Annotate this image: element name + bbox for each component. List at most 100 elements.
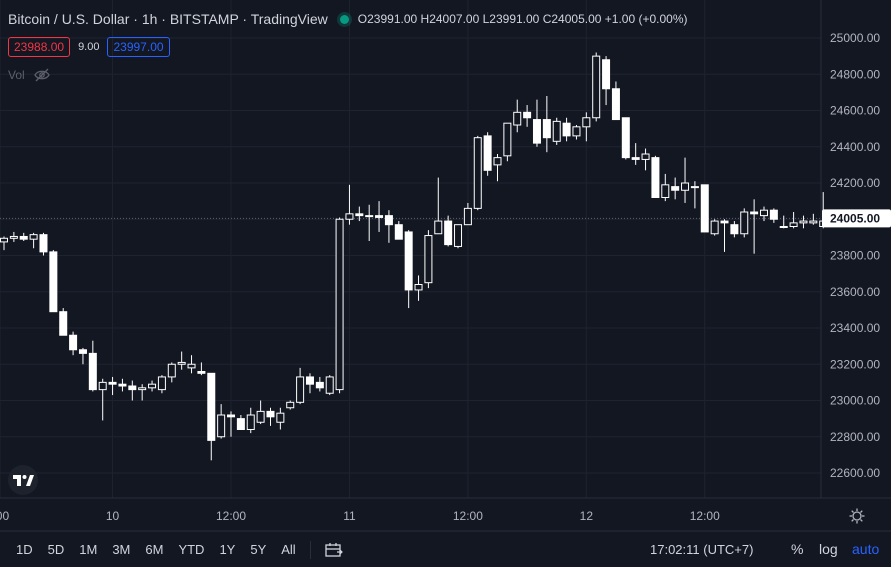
log-scale-toggle[interactable]: log: [819, 541, 838, 557]
price-axis-label: 24200.00: [830, 176, 880, 190]
time-axis-label: 12:00: [690, 509, 720, 523]
range-6m-button[interactable]: 6M: [145, 542, 164, 557]
candle-body: [710, 220, 719, 235]
candle-body: [246, 414, 255, 430]
low-label: L: [482, 12, 490, 26]
market-status-icon: [339, 14, 349, 24]
candle-body: [483, 135, 492, 171]
price-axis-label: 23200.00: [830, 357, 880, 371]
candle-body: [641, 153, 650, 160]
candle-body: [138, 387, 147, 391]
candle-body: [750, 211, 759, 215]
candle-body: [266, 410, 275, 418]
candle-body: [276, 412, 285, 423]
candle-body: [532, 119, 541, 144]
candle-body: [582, 117, 591, 128]
candle-body: [730, 224, 739, 235]
candle-body: [256, 410, 265, 423]
candle-body: [631, 157, 640, 160]
candle-body: [19, 235, 28, 240]
candle-body: [49, 251, 58, 313]
candle-body: [779, 226, 788, 228]
candle-body: [661, 184, 670, 198]
candle-body: [690, 186, 699, 189]
last-price-label: 24005.00: [830, 211, 880, 225]
candle-body: [720, 220, 729, 224]
settings-gear-icon[interactable]: [849, 508, 865, 524]
price-axis-label: 24600.00: [830, 104, 880, 118]
buy-button[interactable]: 23997.00: [107, 37, 170, 57]
close-value: 24005.00: [551, 12, 602, 26]
ohlc-values: O23991.00 H24007.00 L23991.00 C24005.00 …: [358, 12, 688, 26]
date-range-calendar-icon[interactable]: [325, 542, 343, 558]
volume-label: Vol: [8, 68, 25, 82]
candle-body: [98, 381, 107, 391]
candle-body: [493, 157, 502, 166]
candle-body: [286, 401, 295, 409]
time-axis-label: 11: [343, 509, 356, 523]
candle-body: [128, 385, 137, 391]
range-1d-button[interactable]: 1D: [16, 542, 33, 557]
candle-body: [700, 184, 709, 233]
candle-body: [572, 126, 581, 137]
candle-body: [651, 157, 660, 198]
candle-body: [444, 220, 453, 246]
candle-body: [325, 376, 334, 394]
range-ytd-button[interactable]: YTD: [178, 542, 205, 557]
candle-body: [394, 224, 403, 240]
candle-body: [592, 55, 601, 119]
volume-legend: Vol: [8, 68, 51, 82]
price-axis-label: 24400.00: [830, 140, 880, 154]
candle-body: [681, 182, 690, 191]
price-axis-label: 23400.00: [830, 321, 880, 335]
candle-body: [789, 222, 798, 227]
candle-body: [0, 237, 8, 243]
eye-off-icon[interactable]: [33, 68, 51, 82]
price-axis-label: 23600.00: [830, 285, 880, 299]
price-axis-label: 22800.00: [830, 430, 880, 444]
candle-body: [217, 414, 226, 438]
candle-body: [809, 220, 818, 224]
candle-body: [148, 383, 157, 389]
symbol-title[interactable]: Bitcoin / U.S. Dollar · 1h · BITSTAMP · …: [8, 11, 328, 27]
spread-value: 9.00: [78, 41, 100, 53]
candle-body: [434, 220, 443, 235]
candle-body: [236, 418, 245, 430]
candle-body: [414, 284, 423, 291]
candle-body: [769, 209, 778, 220]
candle-body: [88, 352, 97, 391]
candle-body: [503, 122, 512, 157]
auto-scale-toggle[interactable]: auto: [852, 541, 880, 557]
time-axis-label: 10: [106, 509, 120, 523]
candle-body: [335, 218, 344, 391]
candle-body: [365, 215, 374, 218]
candle-body: [227, 414, 236, 418]
candle-body: [621, 117, 630, 159]
open-label: O: [357, 12, 368, 26]
candle-body: [157, 376, 166, 391]
candle-body: [799, 220, 808, 224]
time-axis-label: 12:00: [453, 509, 483, 523]
high-value: 24007.00: [429, 12, 480, 26]
range-3m-button[interactable]: 3M: [112, 542, 131, 557]
price-axis-label: 24800.00: [830, 67, 880, 81]
range-5d-button[interactable]: 5D: [47, 542, 65, 557]
price-axis-label: 23800.00: [830, 249, 880, 263]
candle-body: [384, 215, 393, 226]
candle-body: [29, 234, 38, 240]
tradingview-logo-icon[interactable]: [8, 465, 38, 495]
sell-button[interactable]: 23988.00: [8, 37, 71, 57]
candle-body: [9, 235, 18, 239]
time-axis-label: 12: [580, 509, 594, 523]
candle-body: [315, 381, 324, 389]
range-1y-button[interactable]: 1Y: [219, 542, 236, 557]
range-all-button[interactable]: All: [281, 542, 296, 557]
percent-scale-toggle[interactable]: %: [791, 541, 804, 557]
timezone-clock[interactable]: 17:02:11 (UTC+7): [650, 542, 754, 557]
low-value: 23991.00: [489, 12, 540, 26]
open-value: 23991.00: [367, 12, 418, 26]
range-5y-button[interactable]: 5Y: [250, 542, 267, 557]
range-1m-button[interactable]: 1M: [79, 542, 98, 557]
candle-body: [375, 215, 384, 218]
